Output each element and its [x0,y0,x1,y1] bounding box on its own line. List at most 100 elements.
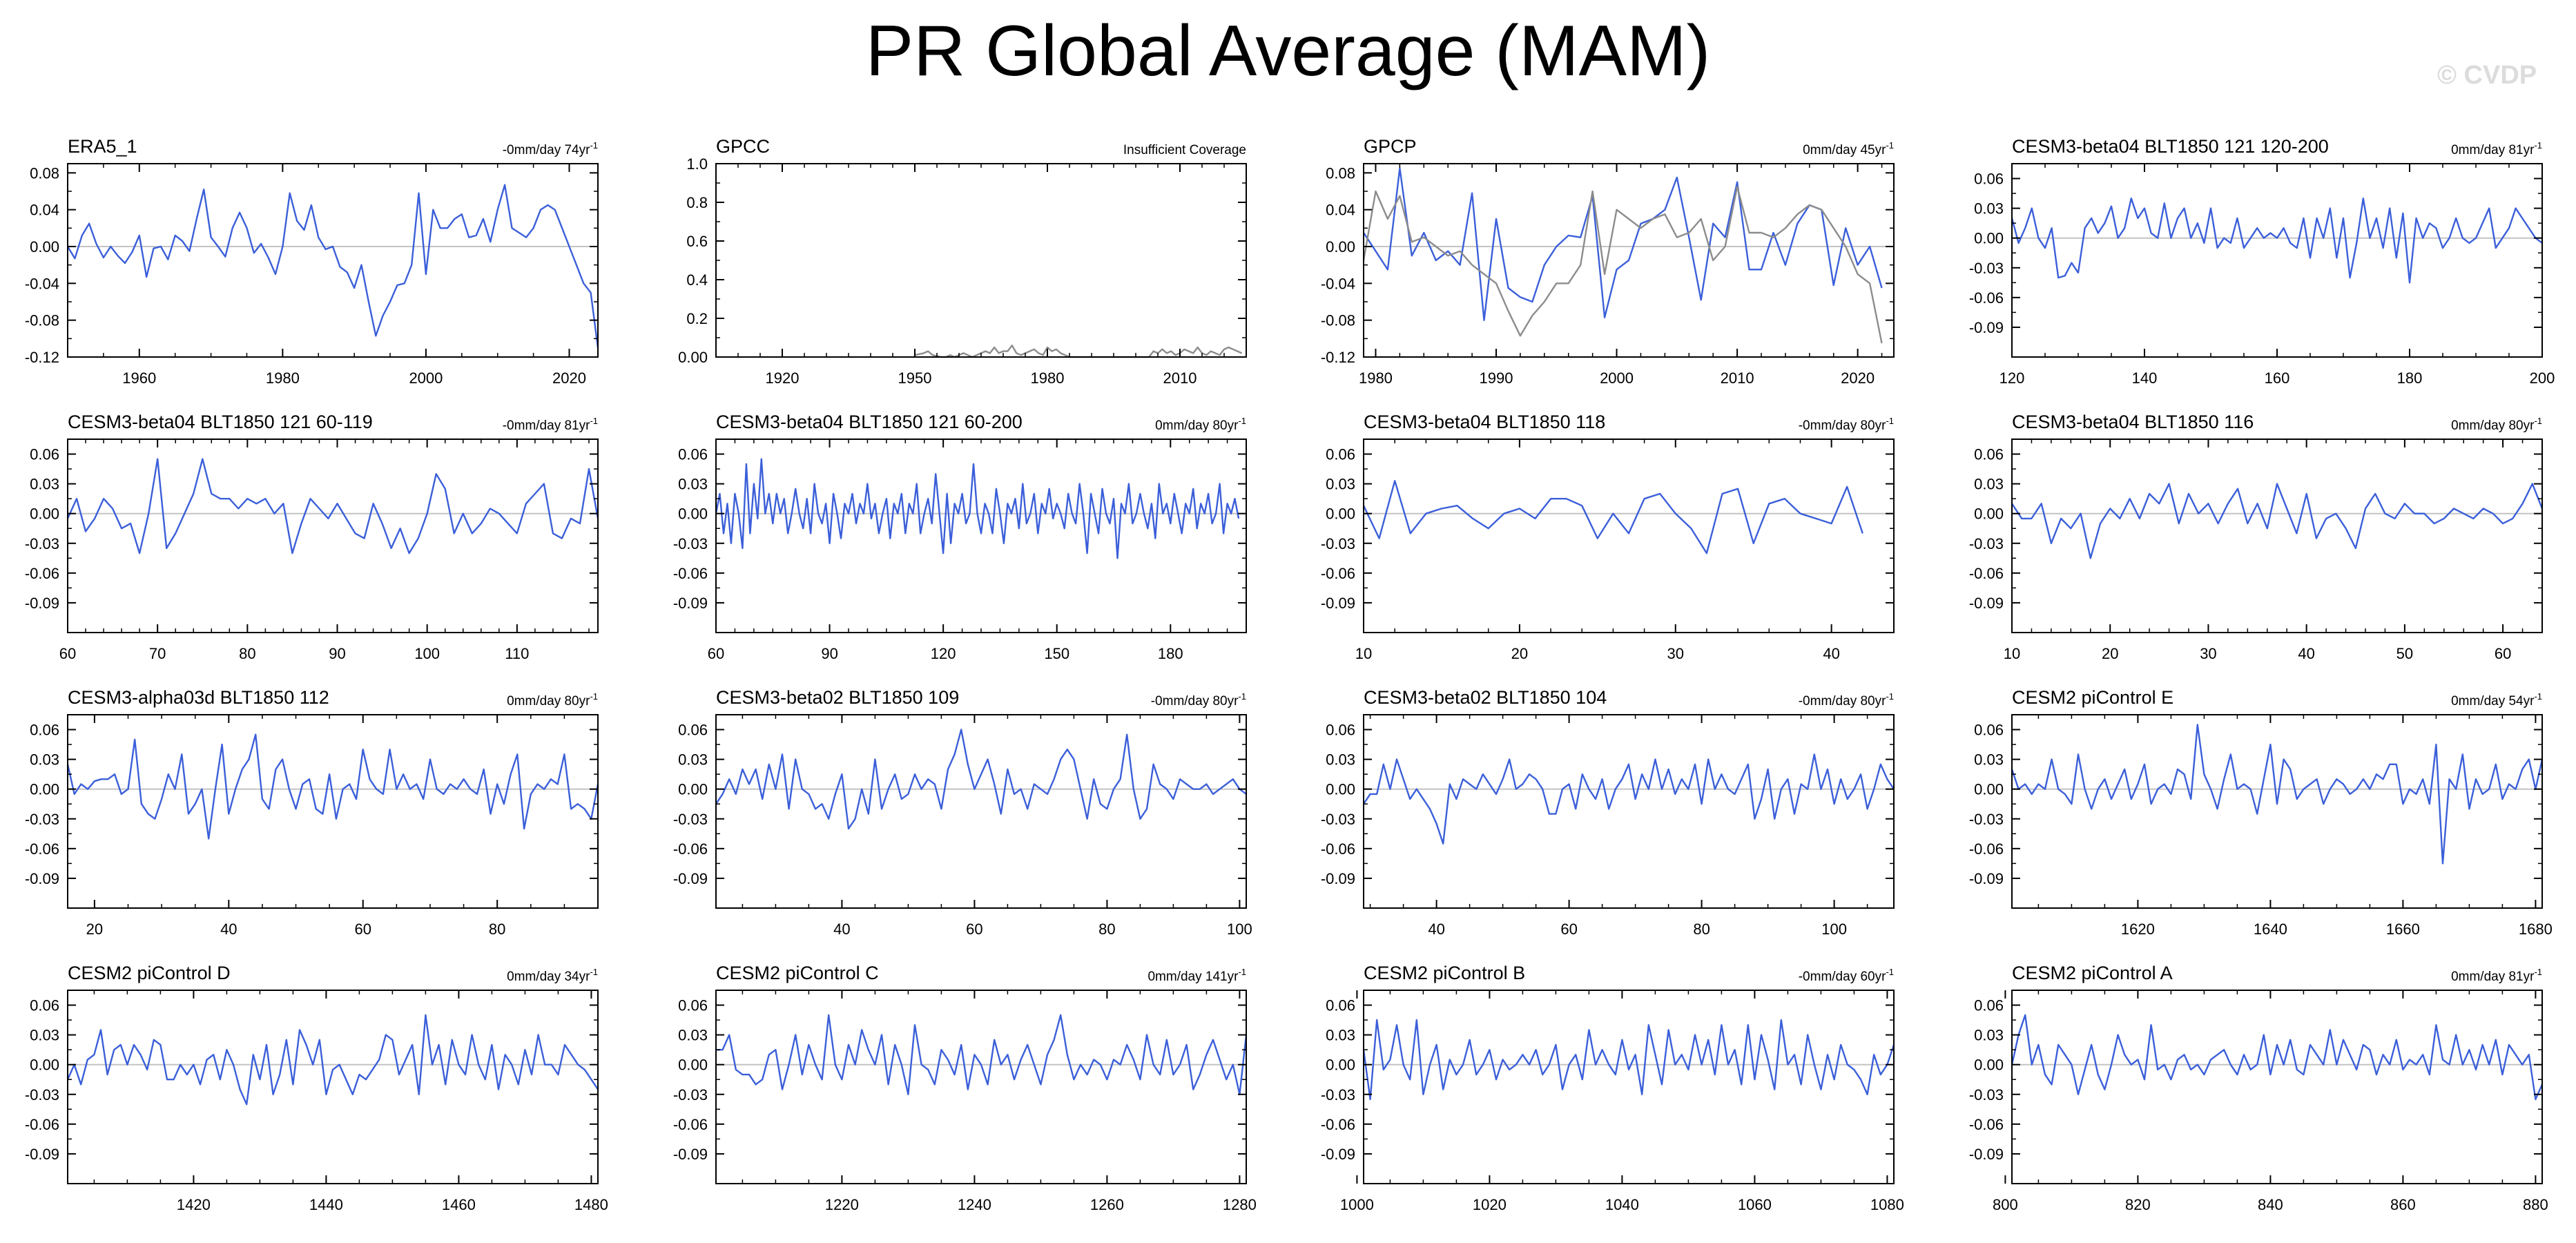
x-tick-label: 200 [2530,369,2555,387]
y-tick-label: -0.04 [25,275,59,292]
x-tick-label: 1680 [2519,921,2553,938]
y-tick-label: 0.00 [1326,781,1355,798]
plot-frame [67,163,599,358]
y-tick-label: 0.08 [1326,164,1355,182]
panel-trend: -0mm/day 80yr-1 [1799,416,1894,433]
chart-panel: ERA5_1 -0mm/day 74yr-1 -0.12 -0.08 -0.04 0.00… [25,136,599,387]
y-tick-label: -0.06 [25,840,59,858]
y-tick-label: 0.03 [30,1027,59,1044]
y-tick-label: -0.06 [25,1116,59,1133]
y-tick-label: 0.06 [678,722,708,739]
obs-series-line [914,345,1243,358]
y-tick-label: -0.09 [25,1146,59,1163]
x-tick-label: 1980 [266,369,300,387]
x-tick-label: 1240 [958,1196,991,1213]
y-tick-label: -0.06 [673,565,708,582]
y-tick-label: -0.06 [673,840,708,858]
x-tick-label: 30 [2200,645,2216,662]
y-tick-label: -0.06 [1969,565,2004,582]
y-tick-label: 0.00 [1974,230,2004,247]
x-tick-label: 1220 [825,1196,859,1213]
y-tick-label: 0.00 [678,1057,708,1074]
y-tick-label: 0.06 [1974,171,2004,188]
x-tick-label: 820 [2125,1196,2151,1213]
x-tick-label: 1660 [2386,921,2420,938]
panel-trend: 0mm/day 54yr-1 [2451,691,2542,709]
x-tick-label: 100 [1821,921,1847,938]
obs-series-line [1362,186,1883,344]
x-tick-label: 100 [1227,921,1252,938]
y-tick-label: 0.03 [1974,476,2004,493]
y-tick-label: -0.08 [1321,312,1355,329]
plot-frame [715,714,1247,909]
y-tick-label: -0.09 [1969,319,2004,336]
x-tick-label: 180 [2397,369,2423,387]
panel-trend: 0mm/day 45yr-1 [1803,140,1894,157]
y-tick-label: 0.03 [1974,200,2004,218]
x-tick-label: 1460 [442,1196,476,1213]
panel-trend: -0mm/day 60yr-1 [1799,967,1894,984]
x-tick-label: 30 [1667,645,1684,662]
panel-trend: -0mm/day 74yr-1 [503,140,598,157]
y-tick-label: -0.03 [25,811,59,828]
chart-panel: CESM3-beta02 BLT1850 104 -0mm/day 80yr-1 -… [1321,687,1895,938]
chart-panel: CESM3-alpha03d BLT1850 112 0mm/day 80yr-1… [25,687,599,938]
y-tick-label: -0.06 [1969,1116,2004,1133]
y-tick-label: 0.00 [30,1057,59,1074]
series-line [1362,1019,1895,1101]
y-tick-label: 0.06 [30,446,59,463]
y-tick-label: 0.00 [30,238,59,256]
plot-frame [2011,990,2543,1184]
y-tick-label: -0.03 [673,811,708,828]
y-tick-label: -0.09 [673,870,708,887]
y-tick-label: 1.0 [686,155,708,173]
panel-trend: -0mm/day 81yr-1 [503,416,598,433]
x-tick-label: 1950 [898,369,932,387]
y-tick-label: -0.03 [1321,1086,1355,1104]
plot-frame [1363,163,1895,358]
series-line [2011,197,2543,284]
x-tick-label: 880 [2523,1196,2548,1213]
y-tick-label: -0.09 [1969,595,2004,612]
y-tick-label: 0.00 [678,505,708,523]
panel-title: CESM3-beta04 BLT1850 121 60-119 [68,412,373,432]
x-tick-label: 1080 [1870,1196,1904,1213]
y-tick-label: -0.04 [1321,275,1355,292]
x-tick-label: 100 [414,645,440,662]
panel-title: CESM2 piControl C [716,963,879,983]
x-tick-label: 1440 [309,1196,343,1213]
y-tick-label: -0.09 [673,595,708,612]
x-tick-label: 140 [2132,369,2158,387]
x-tick-label: 160 [2265,369,2290,387]
plot-frame [1363,439,1895,633]
panel-trend: 0mm/day 141yr-1 [1147,967,1246,984]
x-tick-label: 1920 [766,369,800,387]
series-line [66,1014,599,1106]
x-tick-label: 840 [2258,1196,2283,1213]
panel-title: CESM2 piControl D [68,963,231,983]
x-tick-label: 1000 [1340,1196,1374,1213]
plot-frame [715,163,1247,358]
x-tick-label: 1980 [1031,369,1065,387]
y-tick-label: -0.09 [1321,1146,1355,1163]
series-line [715,729,1247,830]
series-line [66,733,599,840]
x-tick-label: 60 [966,921,982,938]
y-tick-label: 0.03 [1974,1027,2004,1044]
y-tick-label: 0.00 [30,505,59,523]
x-tick-label: 1060 [1738,1196,1772,1213]
y-tick-label: 0.03 [30,476,59,493]
x-tick-label: 800 [1993,1196,2018,1213]
plot-frame [67,714,599,909]
plot-frame [1363,714,1895,909]
plot-frame [2011,439,2543,633]
x-tick-label: 20 [1511,645,1528,662]
y-tick-label: 0.06 [1974,722,2004,739]
panel-title: CESM2 piControl B [1364,963,1525,983]
y-tick-label: 0.03 [678,476,708,493]
y-tick-label: 0.00 [1326,505,1355,523]
x-tick-label: 40 [1823,645,1839,662]
y-tick-label: 0.6 [686,233,708,250]
x-tick-label: 60 [2495,645,2511,662]
y-tick-label: -0.12 [1321,349,1355,366]
